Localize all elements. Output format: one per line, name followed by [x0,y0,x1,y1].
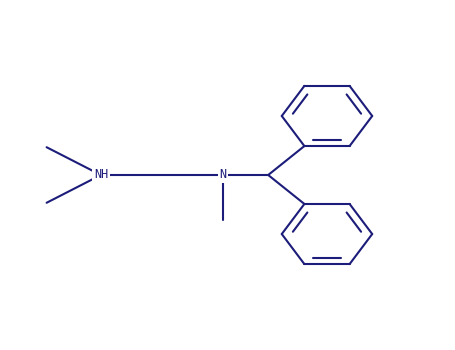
Text: NH: NH [94,168,108,182]
Text: N: N [219,168,227,182]
